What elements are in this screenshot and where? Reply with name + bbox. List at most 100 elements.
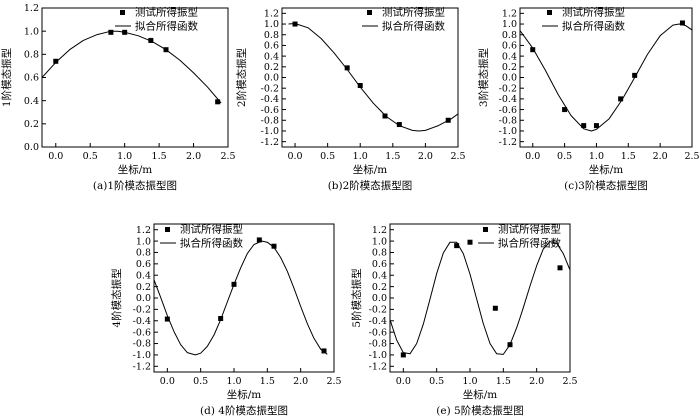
y-tick-label: 0.6 [136,259,151,270]
data-point [344,65,350,71]
y-tick-label: 0.2 [502,62,517,73]
y-tick-label: 0.8 [136,248,151,259]
y-tick-label: 0.0 [24,142,39,153]
y-tick-label: 0.0 [136,293,151,304]
y-tick-label: 0.0 [372,293,387,304]
x-tick-label: 0.5 [193,376,208,387]
y-tick-label: 0.8 [264,30,279,41]
panel-caption: (c)3阶模态振型图 [564,179,648,192]
data-point [562,107,568,113]
data-point [256,237,262,243]
y-tick-label: 1.2 [372,225,387,236]
y-tick-label: 1.0 [372,236,387,247]
data-point [148,37,154,43]
y-tick-label: 1.2 [264,9,279,20]
panel-4: 0.0 0.5 1.0 1.5 2.0 2.5 -1.2-1.0-0.8-0.6-0.4-0… [110,223,342,418]
data-point [231,281,237,287]
x-tick-label: 2.0 [293,376,308,387]
x-tick-label: 0.5 [320,151,335,162]
y-tick-label: 0.4 [372,270,387,281]
y-tick-label: 0.2 [372,282,387,293]
y-tick-label: -0.4 [261,94,279,105]
y-tick-label: 0.4 [502,51,517,62]
data-point [400,352,406,358]
x-axis-label: 坐标/m [463,389,498,401]
y-tick-label: -0.4 [369,316,387,327]
data-point [218,315,224,321]
legend-marker [165,227,170,232]
panel-5: 0.0 0.5 1.0 1.5 2.0 2.5 -1.2-1.0-0.8-0.6-0.4-0… [350,223,578,418]
legend-line-label: 拟合所得函数 [135,20,198,33]
x-tick-label: 1.0 [462,376,477,387]
x-tick-label: 0.0 [160,376,175,387]
legend-marker-label: 测试所得振型 [135,6,198,19]
x-tick-label: 0.5 [83,151,98,162]
legend-marker [483,227,488,232]
y-tick-label: -0.2 [133,305,151,316]
data-point [215,99,221,105]
x-tick-label: 0.0 [48,151,63,162]
y-tick-label: -0.6 [261,105,279,116]
data-point [557,265,563,271]
x-tick-label: 2.5 [450,151,465,162]
data-point [108,29,114,35]
x-axis-label: 坐标/m [589,164,624,176]
x-tick-label: 1.0 [226,376,241,387]
legend-marker-label: 测试所得振型 [382,6,445,19]
x-tick-label: 0.5 [557,151,572,162]
y-tick-label: 1.2 [24,3,39,14]
x-axis-label: 坐标/m [118,164,153,176]
y-tick-label: 1.0 [264,19,279,30]
y-tick-label: 0.2 [24,119,39,130]
legend-line-label: 拟合所得函数 [498,237,561,250]
y-tick-label: -0.8 [133,339,151,350]
x-tick-label: 2.5 [562,376,577,387]
y-tick-label: 1.0 [136,236,151,247]
y-tick-label: 0.6 [502,41,517,52]
y-tick-label: 0.0 [502,73,517,84]
fitted-curve [520,23,692,132]
x-axis-label: 坐标/m [227,389,262,401]
y-tick-label: 0.4 [264,51,279,62]
y-tick-label: 0.2 [264,62,279,73]
data-point [593,123,599,129]
y-tick-label: 0.6 [264,41,279,52]
data-point [492,305,498,311]
x-tick-label: 1.0 [353,151,368,162]
x-tick-label: 1.5 [621,151,636,162]
y-tick-label: -0.6 [499,105,517,116]
y-tick-label: -0.6 [133,327,151,338]
y-tick-label: 0.2 [136,282,151,293]
fitted-curve [390,241,570,355]
x-tick-label: 1.0 [589,151,604,162]
data-point [679,20,685,26]
x-tick-label: 0.0 [525,151,540,162]
data-point [530,47,536,53]
y-tick-label: 0.8 [24,50,39,61]
data-point [507,342,513,348]
x-tick-label: 2.5 [220,151,235,162]
y-tick-label: -1.0 [369,350,387,361]
x-tick-label: 2.5 [684,151,699,162]
x-axis-label: 坐标/m [353,164,388,176]
y-tick-label: -0.8 [261,115,279,126]
fitted-curve [42,30,222,104]
data-point [454,243,460,249]
x-tick-label: 2.0 [653,151,668,162]
panel-2: 0.0 0.5 1.0 1.5 2.0 2.5 -1.2-1.0-0.8-0.6-0.4-0… [235,6,466,193]
y-tick-label: -1.0 [499,126,517,137]
y-tick-label: -0.2 [369,305,387,316]
data-point [122,29,128,35]
x-tick-label: 0.0 [396,376,411,387]
y-axis-label: 2阶模态振型 [235,48,248,107]
x-tick-label: 1.5 [260,376,275,387]
y-axis-label: 5阶模态振型 [350,268,363,327]
x-tick-label: 0.5 [429,376,444,387]
y-tick-label: -0.6 [369,327,387,338]
y-tick-label: -0.4 [499,94,517,105]
y-tick-label: -1.0 [133,350,151,361]
